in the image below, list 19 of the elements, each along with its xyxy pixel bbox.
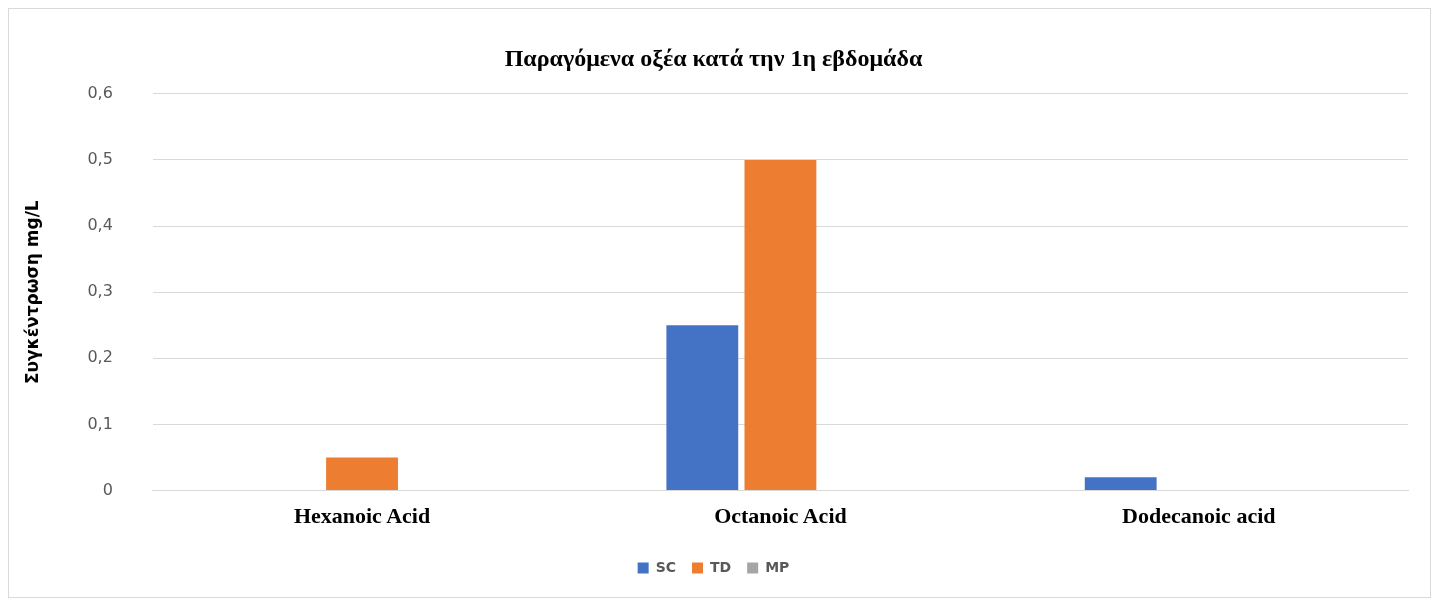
bar: [666, 325, 739, 491]
x-tick-label: Octanoic Acid: [714, 503, 847, 529]
y-tick-label: 0,1: [87, 413, 113, 433]
x-tick-label: Hexanoic Acid: [293, 503, 431, 529]
y-tick-label: 0: [102, 479, 113, 499]
legend-label: TD: [710, 558, 732, 575]
y-tick-label: 0,3: [87, 281, 113, 301]
y-tick-label: 0,6: [87, 82, 113, 102]
bar: [326, 457, 398, 491]
bar: [744, 159, 817, 491]
legend-label: SC: [655, 558, 676, 575]
y-axis-title: Συγκέντρωση mg/L: [21, 200, 42, 385]
y-tick-label: 0,2: [87, 347, 113, 367]
chart-title: Παραγόμενα οξέα κατά την 1η εβδομάδα: [504, 44, 923, 71]
legend-label: MP: [765, 558, 790, 575]
bar: [1084, 477, 1157, 491]
y-tick-label: 0,4: [87, 215, 113, 235]
y-tick-label: 0,5: [87, 149, 113, 169]
x-tick-label: Dodecanoic acid: [1122, 503, 1276, 529]
